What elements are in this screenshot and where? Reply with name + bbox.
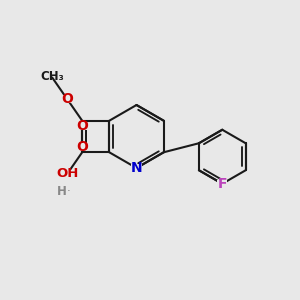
Text: N: N <box>131 161 142 175</box>
Bar <box>61 169 74 178</box>
Bar <box>131 164 142 172</box>
Text: O: O <box>76 119 88 133</box>
Bar <box>218 179 227 188</box>
Text: O: O <box>76 140 88 154</box>
Text: OH: OH <box>56 167 78 180</box>
Text: ·: · <box>67 185 70 198</box>
Bar <box>78 122 87 130</box>
Text: H: H <box>57 185 67 198</box>
Bar <box>78 143 87 151</box>
Bar <box>63 95 72 103</box>
Text: O: O <box>61 92 73 106</box>
Text: F: F <box>218 177 227 191</box>
Text: CH₃: CH₃ <box>40 70 64 83</box>
